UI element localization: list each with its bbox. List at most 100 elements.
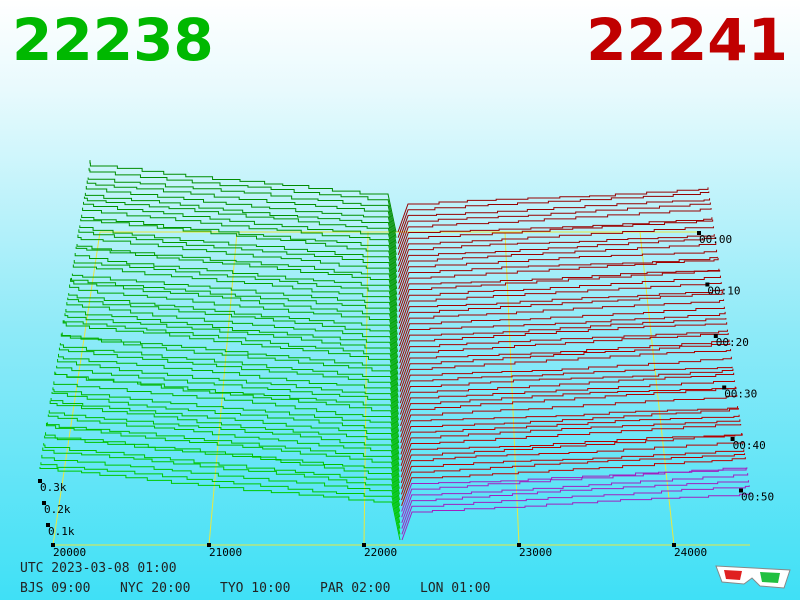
volume-label: 0.3k bbox=[40, 481, 67, 494]
bid-depth-line bbox=[84, 192, 397, 261]
ask-depth-line bbox=[400, 386, 736, 432]
bid-depth-line bbox=[46, 422, 400, 495]
ask-depth-line bbox=[401, 453, 746, 501]
bid-depth-line bbox=[66, 302, 399, 375]
ask-depth-line bbox=[399, 333, 729, 381]
utc-time: UTC 2023-03-08 01:00 bbox=[20, 561, 177, 576]
bid-depth-line bbox=[75, 246, 398, 318]
ask-depth-line bbox=[397, 208, 712, 255]
bid-depth-line bbox=[60, 333, 399, 409]
ask-depth-line bbox=[400, 394, 738, 444]
bid-depth-line bbox=[83, 196, 397, 267]
ask-depth-line bbox=[399, 311, 726, 358]
ask-depth-line bbox=[398, 282, 722, 330]
ask-depth-line bbox=[397, 202, 711, 250]
bid-depth-line bbox=[50, 398, 400, 472]
bid-depth-line bbox=[70, 278, 399, 352]
bid-depth-line bbox=[39, 466, 401, 541]
bid-depth-line bbox=[57, 359, 400, 432]
volume-label: 0.1k bbox=[48, 525, 75, 538]
ask-depth-line bbox=[400, 419, 741, 467]
ask-depth-line bbox=[399, 349, 732, 398]
time-label: 00:40 bbox=[733, 439, 766, 452]
bid-depth-line bbox=[56, 365, 400, 438]
ask-depth-line bbox=[399, 339, 730, 387]
ask-depth-line bbox=[400, 423, 742, 472]
ask-depth-line bbox=[397, 191, 710, 238]
glasses-icon bbox=[715, 565, 791, 589]
bid-depth-line bbox=[88, 167, 397, 238]
bid-depth-line bbox=[72, 264, 398, 335]
time-label: 00:00 bbox=[699, 233, 732, 246]
ask-depth-line bbox=[397, 198, 711, 244]
tick-marker bbox=[517, 543, 521, 547]
ask-depth-line bbox=[397, 219, 714, 267]
tick-marker bbox=[739, 488, 743, 493]
bid-depth-line bbox=[76, 243, 398, 312]
bid-depth-line bbox=[61, 332, 399, 404]
bid-depth-line bbox=[64, 313, 399, 387]
price-label: 24000 bbox=[674, 546, 707, 559]
time-label: 00:50 bbox=[741, 491, 774, 504]
ask-depth-line bbox=[398, 275, 721, 324]
bid-depth-line bbox=[51, 391, 400, 466]
ask-depth-line bbox=[399, 329, 728, 375]
ask-depth-line bbox=[399, 368, 734, 415]
bid-depth-line bbox=[77, 234, 398, 307]
ask-depth-line bbox=[399, 372, 735, 421]
ask-depth-line bbox=[398, 257, 719, 307]
ask-depth-line bbox=[401, 457, 746, 506]
bid-depth-line bbox=[45, 422, 400, 501]
bid-depth-line bbox=[78, 229, 398, 301]
tick-marker bbox=[730, 437, 735, 441]
axis-labels: 20000 21000 22000 23000 24000 00:00 00:10 00:20… bbox=[38, 231, 774, 559]
ask-depth-line bbox=[401, 473, 749, 524]
grid-line bbox=[504, 231, 520, 546]
bid-depth-line bbox=[59, 343, 399, 415]
price-label: 23000 bbox=[519, 546, 552, 559]
time-label: 00:10 bbox=[707, 285, 740, 298]
price-label: 22000 bbox=[364, 546, 397, 559]
time-label: 00:20 bbox=[716, 336, 749, 349]
ask-depth-line bbox=[400, 406, 739, 449]
bid-depth-line bbox=[47, 414, 400, 489]
ask-depth-line bbox=[398, 234, 715, 278]
bid-depth-line bbox=[52, 387, 400, 461]
ask-depth-line bbox=[399, 322, 728, 370]
bid-depth-line bbox=[68, 293, 399, 364]
bid-depth-line bbox=[40, 462, 401, 535]
timezone-label: TYO 10:00 bbox=[220, 581, 290, 596]
bid-depth-line bbox=[44, 435, 401, 512]
bid-depth-line bbox=[87, 177, 397, 244]
grid-line bbox=[363, 231, 369, 546]
depth-lines bbox=[39, 160, 751, 541]
price-label: 21000 bbox=[209, 546, 242, 559]
volume-label: 0.2k bbox=[44, 503, 71, 516]
bid-depth-line bbox=[79, 225, 398, 295]
ask-depth-line bbox=[398, 268, 720, 313]
ask-depth-line bbox=[399, 318, 727, 364]
bid-depth-line bbox=[81, 214, 398, 284]
bid-depth-line bbox=[86, 180, 397, 250]
bid-depth-line bbox=[70, 277, 398, 347]
bid-depth-line bbox=[65, 308, 399, 381]
timezone-label: BJS 09:00 bbox=[20, 581, 90, 596]
bid-depth-line bbox=[73, 260, 398, 330]
ask-depth-line bbox=[399, 343, 731, 392]
bid-depth-line bbox=[42, 447, 401, 523]
bid-depth-line bbox=[89, 160, 397, 233]
bid-depth-line bbox=[67, 297, 399, 369]
ask-depth-line bbox=[398, 269, 721, 318]
bid-depth-line bbox=[41, 454, 401, 529]
grid-line bbox=[208, 231, 238, 546]
ask-depth-line bbox=[399, 366, 733, 409]
bid-depth-line bbox=[58, 347, 399, 421]
bid-depth-line bbox=[80, 218, 398, 290]
tick-marker bbox=[362, 543, 366, 547]
bid-depth-line bbox=[82, 207, 398, 278]
ask-depth-line bbox=[400, 414, 740, 461]
bid-price: 22238 bbox=[12, 6, 214, 74]
ask-depth-line bbox=[398, 249, 718, 295]
timezone-label: NYC 20:00 bbox=[120, 581, 190, 596]
bid-depth-line bbox=[83, 201, 398, 273]
